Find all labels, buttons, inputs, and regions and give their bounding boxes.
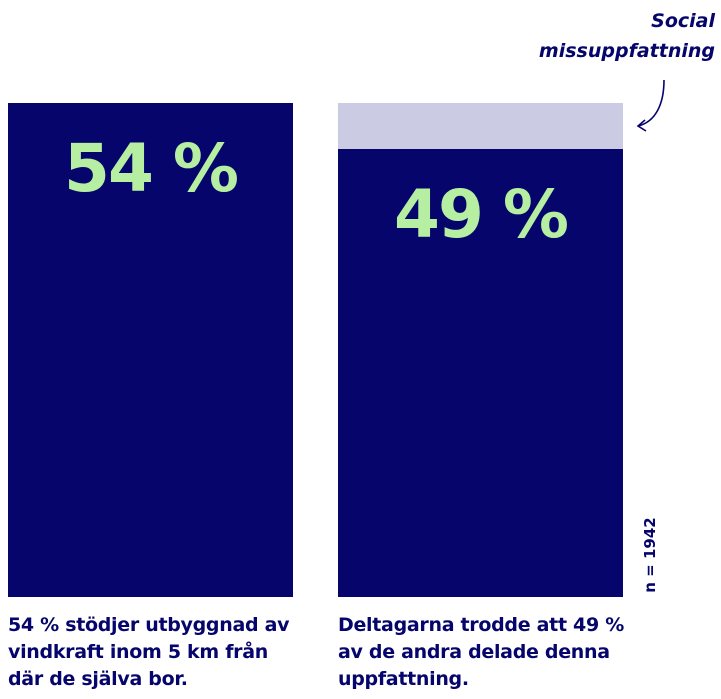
arrow-head (636, 119, 647, 132)
caption: Deltagarna trodde att 49 % av de andra d… (338, 614, 624, 690)
annotation: Social missuppfattning (538, 10, 715, 62)
value-label: 54 % (64, 130, 239, 207)
caption: 54 % stödjer utbyggnad av vindkraft inom… (8, 614, 290, 690)
bar (8, 103, 293, 597)
annotation-arrow (637, 79, 665, 127)
bar (338, 103, 623, 149)
bar (338, 148, 623, 597)
value-label: 49 % (394, 175, 569, 253)
sample-size: n = 1942 (641, 517, 659, 593)
